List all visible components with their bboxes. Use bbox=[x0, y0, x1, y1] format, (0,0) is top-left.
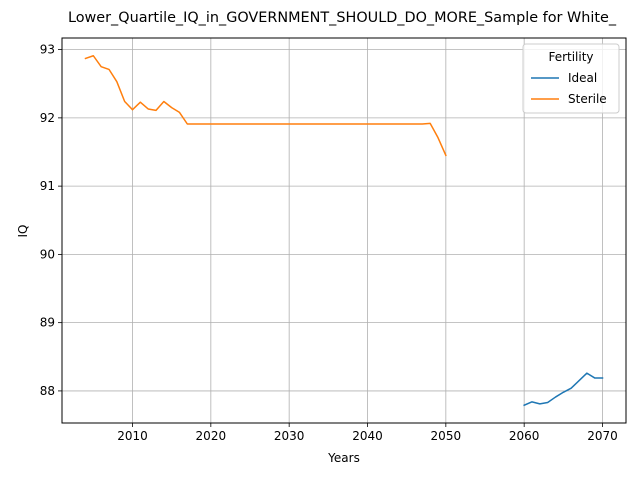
y-tick-label: 88 bbox=[40, 384, 55, 398]
legend-label-sterile: Sterile bbox=[568, 92, 607, 106]
y-tick-label: 93 bbox=[40, 43, 55, 57]
axis-ticks: 2010 2020 2030 2040 2050 2060 2070 88 89 90 91 92 93 bbox=[40, 43, 618, 443]
x-axis-label: Years bbox=[327, 451, 360, 465]
x-tick-label: 2040 bbox=[352, 429, 383, 443]
series-lines bbox=[84, 55, 604, 407]
x-tick-label: 2030 bbox=[274, 429, 305, 443]
chart-title: Lower_Quartile_IQ_in_GOVERNMENT_SHOULD_D… bbox=[68, 10, 617, 26]
y-axis-label: IQ bbox=[16, 225, 30, 238]
y-tick-label: 91 bbox=[40, 179, 55, 193]
x-tick-label: 2010 bbox=[117, 429, 148, 443]
x-tick-label: 2070 bbox=[587, 429, 618, 443]
series-line-sterile bbox=[84, 55, 447, 157]
legend-box bbox=[522, 43, 620, 114]
legend-title: Fertility bbox=[548, 50, 593, 64]
series-line-ideal bbox=[523, 372, 604, 407]
legend-label-ideal: Ideal bbox=[568, 71, 597, 85]
plot-area-frame bbox=[61, 37, 627, 424]
x-tick-label: 2050 bbox=[431, 429, 462, 443]
legend: Fertility Ideal Sterile bbox=[522, 43, 620, 114]
x-tick-label: 2020 bbox=[196, 429, 227, 443]
grid bbox=[62, 38, 626, 423]
x-tick-label: 2060 bbox=[509, 429, 540, 443]
y-tick-label: 90 bbox=[40, 247, 55, 261]
y-tick-label: 92 bbox=[40, 111, 55, 125]
legend-entries: Ideal Sterile bbox=[531, 71, 607, 106]
y-tick-label: 89 bbox=[40, 316, 55, 330]
